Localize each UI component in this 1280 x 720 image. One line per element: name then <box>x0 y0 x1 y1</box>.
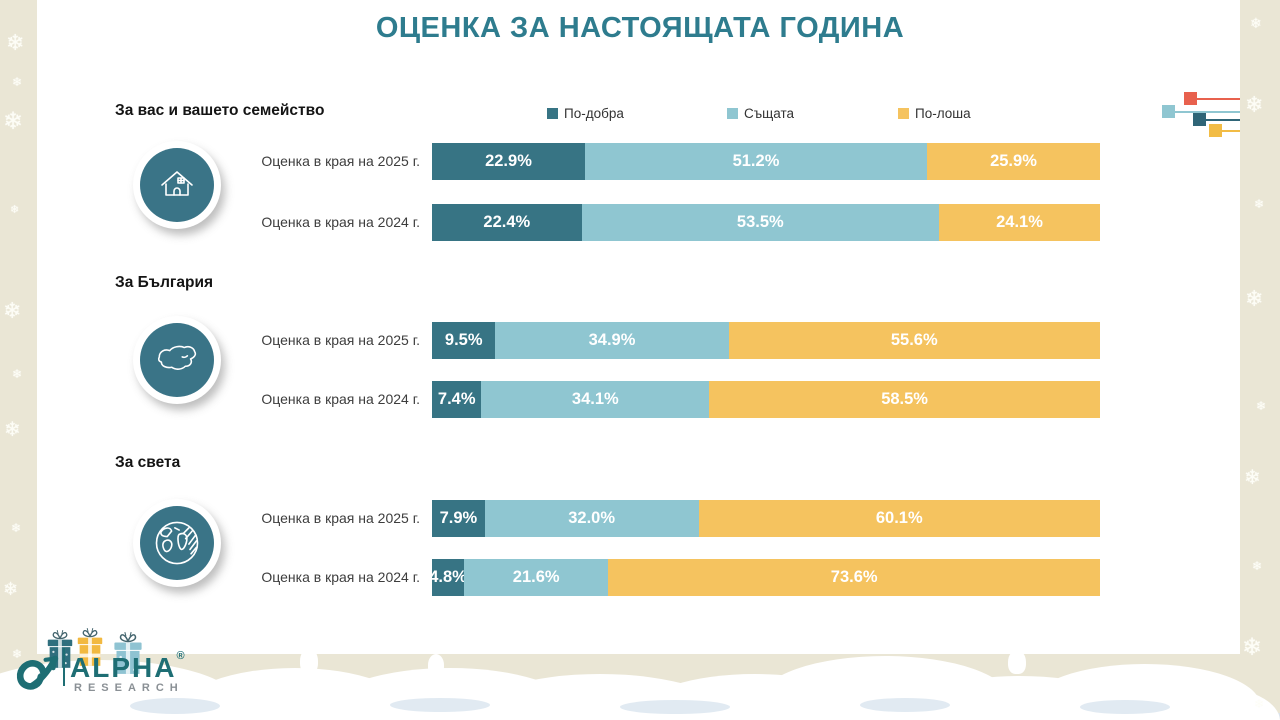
legend-label: Същата <box>744 106 795 121</box>
row-label: Оценка в края на 2025 г. <box>261 153 420 169</box>
snowflake-icon: ❄ <box>1250 15 1262 31</box>
snowflake-icon: ❄ <box>3 108 24 135</box>
snowflake-icon: ❄ <box>6 30 25 55</box>
deco-line <box>1200 119 1240 121</box>
bar-segment: 21.6% <box>464 559 609 596</box>
legend-item-worse: По-лоша <box>898 106 971 121</box>
family-icon-badge <box>133 141 221 229</box>
snowflake-icon: ❄ <box>1242 634 1263 661</box>
snowflake-icon: ❄ <box>1244 467 1261 489</box>
snowflake-icon: ❄ <box>12 367 23 381</box>
stacked-bar-bulgaria-2025: 9.5% 34.9% 55.6% <box>432 322 1100 359</box>
section-header-family: За вас и вашето семейство <box>115 102 325 119</box>
row-label: Оценка в края на 2025 г. <box>261 332 420 348</box>
logo-arrow-icon <box>16 655 59 690</box>
snowflake-icon: ❄ <box>3 298 22 323</box>
bar-segment: 34.9% <box>495 322 729 359</box>
snowflake-icon: ❄ <box>10 204 20 216</box>
deco-line <box>1218 130 1240 132</box>
legend-label: По-лоша <box>915 106 971 121</box>
legend-swatch <box>727 108 738 119</box>
deco-square <box>1184 92 1197 105</box>
snowflake-icon: ❄ <box>1256 399 1267 413</box>
stacked-bar-bulgaria-2024: 7.4% 34.1% 58.5% <box>432 381 1100 418</box>
legend-item-better: По-добра <box>547 106 624 121</box>
logo-brand: ALPHA® <box>70 650 187 683</box>
row-label: Оценка в края на 2024 г. <box>261 391 420 407</box>
snowflake-icon: ❄ <box>1254 697 1265 711</box>
stacked-bar-family-2024: 22.4% 53.5% 24.1% <box>432 204 1100 241</box>
bar-segment: 22.4% <box>432 204 582 241</box>
bar-segment: 73.6% <box>608 559 1100 596</box>
bar-segment: 51.2% <box>584 143 927 180</box>
bar-segment: 25.9% <box>926 143 1100 180</box>
snowflake-icon: ❄ <box>3 579 19 599</box>
row-label: Оценка в края на 2024 г. <box>261 569 420 585</box>
stacked-bar-world-2025: 7.9% 32.0% 60.1% <box>432 500 1100 537</box>
snowflake-icon: ❄ <box>12 75 23 89</box>
globe-icon <box>140 506 214 580</box>
snowflake-icon: ❄ <box>1245 286 1264 311</box>
stacked-bar-world-2024: 4.8% 21.6% 73.6% <box>429 559 1100 596</box>
row-label: Оценка в края на 2025 г. <box>261 510 420 526</box>
row-label: Оценка в края на 2024 г. <box>261 214 420 230</box>
alpha-research-logo: ALPHA® RESEARCH <box>6 636 236 716</box>
snowflake-icon: ❄ <box>12 647 23 661</box>
snowflake-icon: ❄ <box>1245 92 1264 117</box>
bar-segment: 7.9% <box>432 500 485 537</box>
bar-segment: 32.0% <box>484 500 699 537</box>
deco-square <box>1209 124 1222 137</box>
bar-segment: 34.1% <box>481 381 710 418</box>
legend-swatch <box>547 108 558 119</box>
gift-icon <box>114 631 142 674</box>
deco-square <box>1162 105 1175 118</box>
deco-line <box>1192 98 1240 100</box>
snowflake-icon: ❄ <box>11 521 22 535</box>
bulgaria-icon-badge <box>133 316 221 404</box>
logo-divider <box>63 648 65 686</box>
deco-square <box>1193 113 1206 126</box>
bar-segment: 9.5% <box>432 322 496 359</box>
gift-icon <box>77 628 103 666</box>
bar-segment: 7.4% <box>432 381 482 418</box>
deco-line <box>1170 111 1240 113</box>
section-header-bulgaria: За България <box>115 274 214 291</box>
chart-title: ОЦЕНКА ЗА НАСТОЯЩАТА ГОДИНА <box>375 12 905 44</box>
bar-segment: 53.5% <box>581 204 939 241</box>
bar-segment: 24.1% <box>939 204 1100 241</box>
bar-segment: 22.9% <box>432 143 585 180</box>
house-icon <box>140 148 214 222</box>
bar-segment: 58.5% <box>709 381 1100 418</box>
legend-swatch <box>898 108 909 119</box>
world-icon-badge <box>133 499 221 587</box>
stacked-bar-family-2025: 22.9% 51.2% 25.9% <box>432 143 1100 180</box>
logo-subtitle: RESEARCH <box>74 682 184 694</box>
legend-label: По-добра <box>564 106 624 121</box>
snowflake-icon: ❄ <box>4 419 21 441</box>
legend-item-same: Същата <box>727 106 794 121</box>
snowflake-icon: ❄ <box>1252 559 1263 573</box>
bulgaria-map-icon <box>140 323 214 397</box>
bar-segment: 55.6% <box>728 322 1100 359</box>
section-header-world: За света <box>115 454 181 471</box>
bar-segment: 60.1% <box>698 500 1100 537</box>
bar-segment: 4.8% <box>429 559 467 596</box>
snowflake-icon: ❄ <box>1254 197 1265 211</box>
